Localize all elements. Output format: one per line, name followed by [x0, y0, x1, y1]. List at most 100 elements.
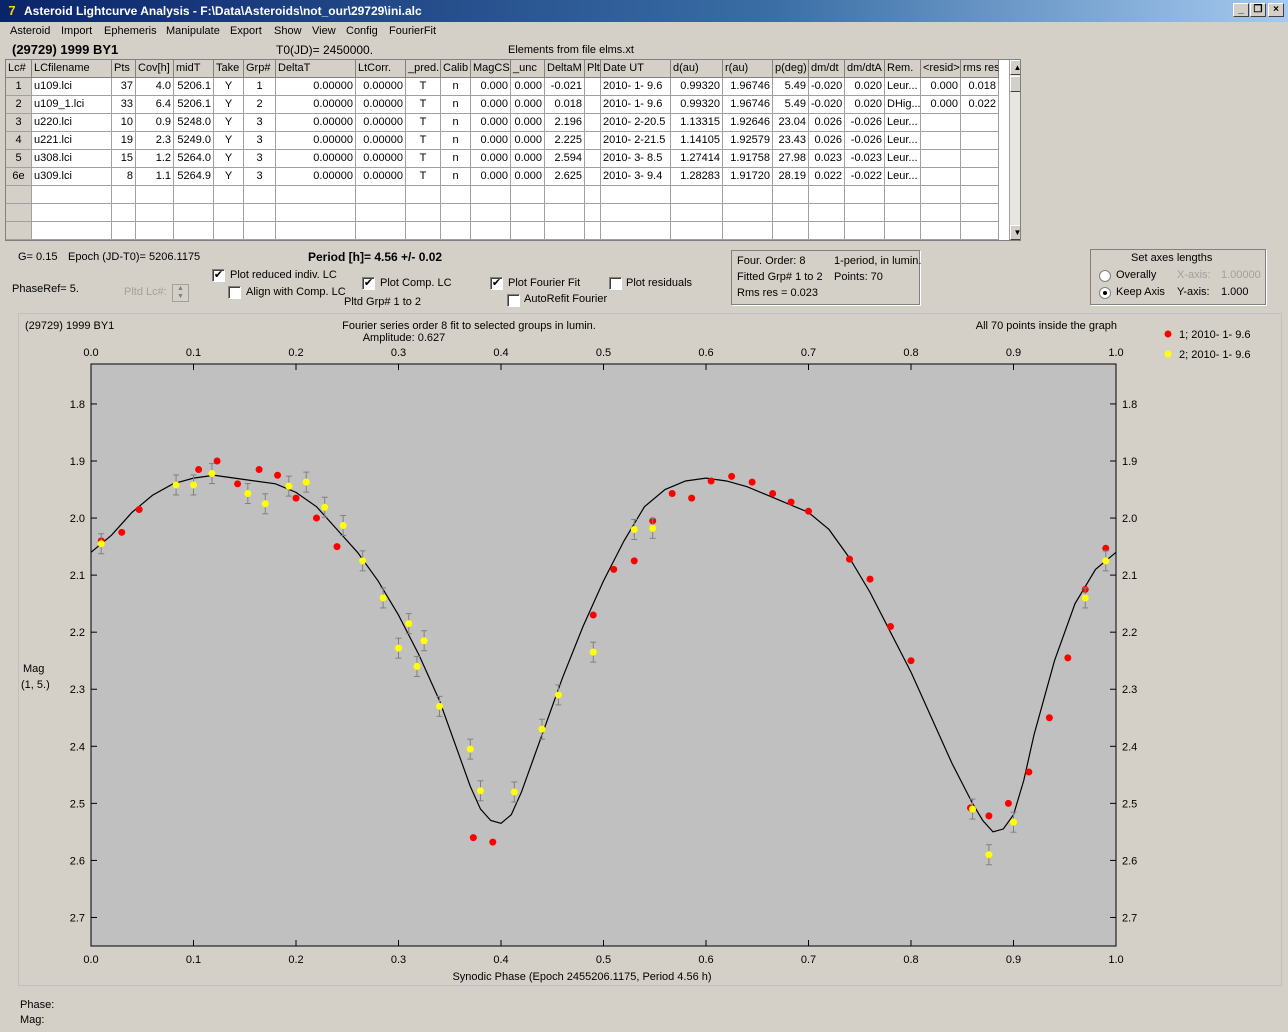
table-cell[interactable]: 2010- 1- 9.6 [601, 78, 671, 96]
column-header[interactable]: midT [174, 60, 214, 78]
table-cell[interactable]: Leur... [885, 132, 921, 150]
table-cell[interactable] [961, 132, 999, 150]
table-cell[interactable]: 5.49 [773, 78, 809, 96]
table-cell[interactable]: T [406, 96, 441, 114]
table-cell[interactable]: u221.lci [32, 132, 112, 150]
table-cell[interactable]: Leur... [885, 168, 921, 186]
table-cell[interactable]: 0.00000 [356, 168, 406, 186]
table-cell[interactable]: 1.96746 [723, 78, 773, 96]
table-cell[interactable]: 1.28283 [671, 168, 723, 186]
table-cell[interactable]: 0.026 [809, 132, 845, 150]
table-cell[interactable]: 0.022 [809, 168, 845, 186]
menu-manipulate[interactable]: Manipulate [166, 25, 220, 37]
table-cell[interactable] [809, 204, 845, 222]
table-cell[interactable] [441, 222, 471, 240]
close-icon[interactable]: × [1268, 3, 1284, 17]
table-cell[interactable]: -0.023 [845, 150, 885, 168]
table-cell[interactable]: 5264.9 [174, 168, 214, 186]
menu-import[interactable]: Import [61, 25, 93, 37]
table-cell[interactable]: 0.000 [921, 96, 961, 114]
menu-ephemeris[interactable]: Ephemeris [104, 25, 157, 37]
table-cell[interactable]: 2.594 [545, 150, 585, 168]
table-cell[interactable] [773, 222, 809, 240]
column-header[interactable]: _pred. [406, 60, 441, 78]
column-header[interactable]: Cov[h] [136, 60, 174, 78]
table-cell[interactable]: 15 [112, 150, 136, 168]
table-cell[interactable] [112, 186, 136, 204]
table-cell[interactable] [214, 204, 244, 222]
table-cell[interactable]: n [441, 132, 471, 150]
table-cell[interactable] [545, 204, 585, 222]
table-cell[interactable] [885, 204, 921, 222]
table-cell[interactable]: 1.92646 [723, 114, 773, 132]
table-cell[interactable] [723, 222, 773, 240]
table-cell[interactable]: 0.000 [471, 78, 511, 96]
table-cell[interactable]: -0.020 [809, 96, 845, 114]
table-cell[interactable]: 0.023 [809, 150, 845, 168]
column-header[interactable]: LtCorr. [356, 60, 406, 78]
table-cell[interactable]: Leur... [885, 78, 921, 96]
table-cell[interactable] [921, 132, 961, 150]
table-cell[interactable]: 0.000 [471, 132, 511, 150]
column-header[interactable]: DeltaM [545, 60, 585, 78]
table-cell[interactable] [441, 204, 471, 222]
table-cell[interactable] [276, 240, 356, 241]
table-cell[interactable]: 0.000 [511, 78, 545, 96]
column-header[interactable]: dm/dt [809, 60, 845, 78]
table-cell[interactable] [244, 240, 276, 241]
table-cell[interactable]: 0.026 [809, 114, 845, 132]
lightcurve-table[interactable]: Lc# LCfilename Pts Cov[h] midT Take Grp# DeltaT… [5, 59, 1021, 241]
table-cell[interactable] [921, 222, 961, 240]
table-cell[interactable] [406, 204, 441, 222]
restore-icon[interactable]: ❐ [1250, 3, 1266, 17]
table-cell[interactable] [845, 222, 885, 240]
autorefit-checkbox[interactable] [507, 294, 520, 307]
table-cell[interactable] [585, 78, 601, 96]
table-cell[interactable] [545, 240, 585, 241]
table-cell[interactable] [585, 240, 601, 241]
table-cell[interactable] [885, 186, 921, 204]
table-cell[interactable]: 0.9 [136, 114, 174, 132]
table-cell[interactable] [441, 240, 471, 241]
menu-asteroid[interactable]: Asteroid [10, 25, 51, 37]
table-cell[interactable]: 0.00000 [276, 78, 356, 96]
table-cell[interactable] [32, 186, 112, 204]
table-cell[interactable] [585, 204, 601, 222]
lightcurve-chart[interactable]: 0.0 0.0 0.1 0.1 0.2 0.2 0.3 0.3 0.4 0.4 0.5 0.5 0.6 0… [19, 314, 1281, 985]
table-cell[interactable] [723, 240, 773, 241]
table-cell[interactable] [406, 240, 441, 241]
table-cell[interactable]: 3 [244, 150, 276, 168]
table-cell[interactable]: 0.00000 [276, 150, 356, 168]
table-cell[interactable] [174, 222, 214, 240]
table-cell[interactable] [921, 240, 961, 241]
table-cell[interactable] [585, 168, 601, 186]
table-cell[interactable]: 8 [112, 168, 136, 186]
y-axis-value[interactable]: 1.000 [1221, 286, 1249, 298]
table-cell[interactable]: 0.020 [845, 78, 885, 96]
column-header[interactable]: LCfilename [32, 60, 112, 78]
table-cell[interactable]: 2 [244, 96, 276, 114]
column-header[interactable]: r(au) [723, 60, 773, 78]
table-cell[interactable]: 33 [112, 96, 136, 114]
table-cell[interactable]: Y [214, 78, 244, 96]
table-cell[interactable] [471, 204, 511, 222]
table-cell[interactable]: 3 [244, 132, 276, 150]
table-cell[interactable] [276, 186, 356, 204]
table-cell[interactable]: 2010- 2-20.5 [601, 114, 671, 132]
table-cell[interactable] [244, 186, 276, 204]
table-cell[interactable]: 0.000 [511, 168, 545, 186]
table-cell[interactable] [601, 204, 671, 222]
table-cell[interactable] [961, 222, 999, 240]
table-cell[interactable] [406, 222, 441, 240]
table-cell[interactable]: 1.27414 [671, 150, 723, 168]
table-cell[interactable]: 1.92579 [723, 132, 773, 150]
column-header[interactable]: Pts [112, 60, 136, 78]
table-cell[interactable]: 0.000 [471, 150, 511, 168]
table-cell[interactable]: 5264.0 [174, 150, 214, 168]
menu-fourierfit[interactable]: FourierFit [389, 25, 437, 37]
table-cell[interactable]: n [441, 78, 471, 96]
x-axis-value[interactable]: 1.00000 [1221, 269, 1261, 281]
table-cell[interactable] [244, 222, 276, 240]
align-comp-checkbox[interactable] [228, 286, 241, 299]
table-cell[interactable]: 0.000 [511, 114, 545, 132]
